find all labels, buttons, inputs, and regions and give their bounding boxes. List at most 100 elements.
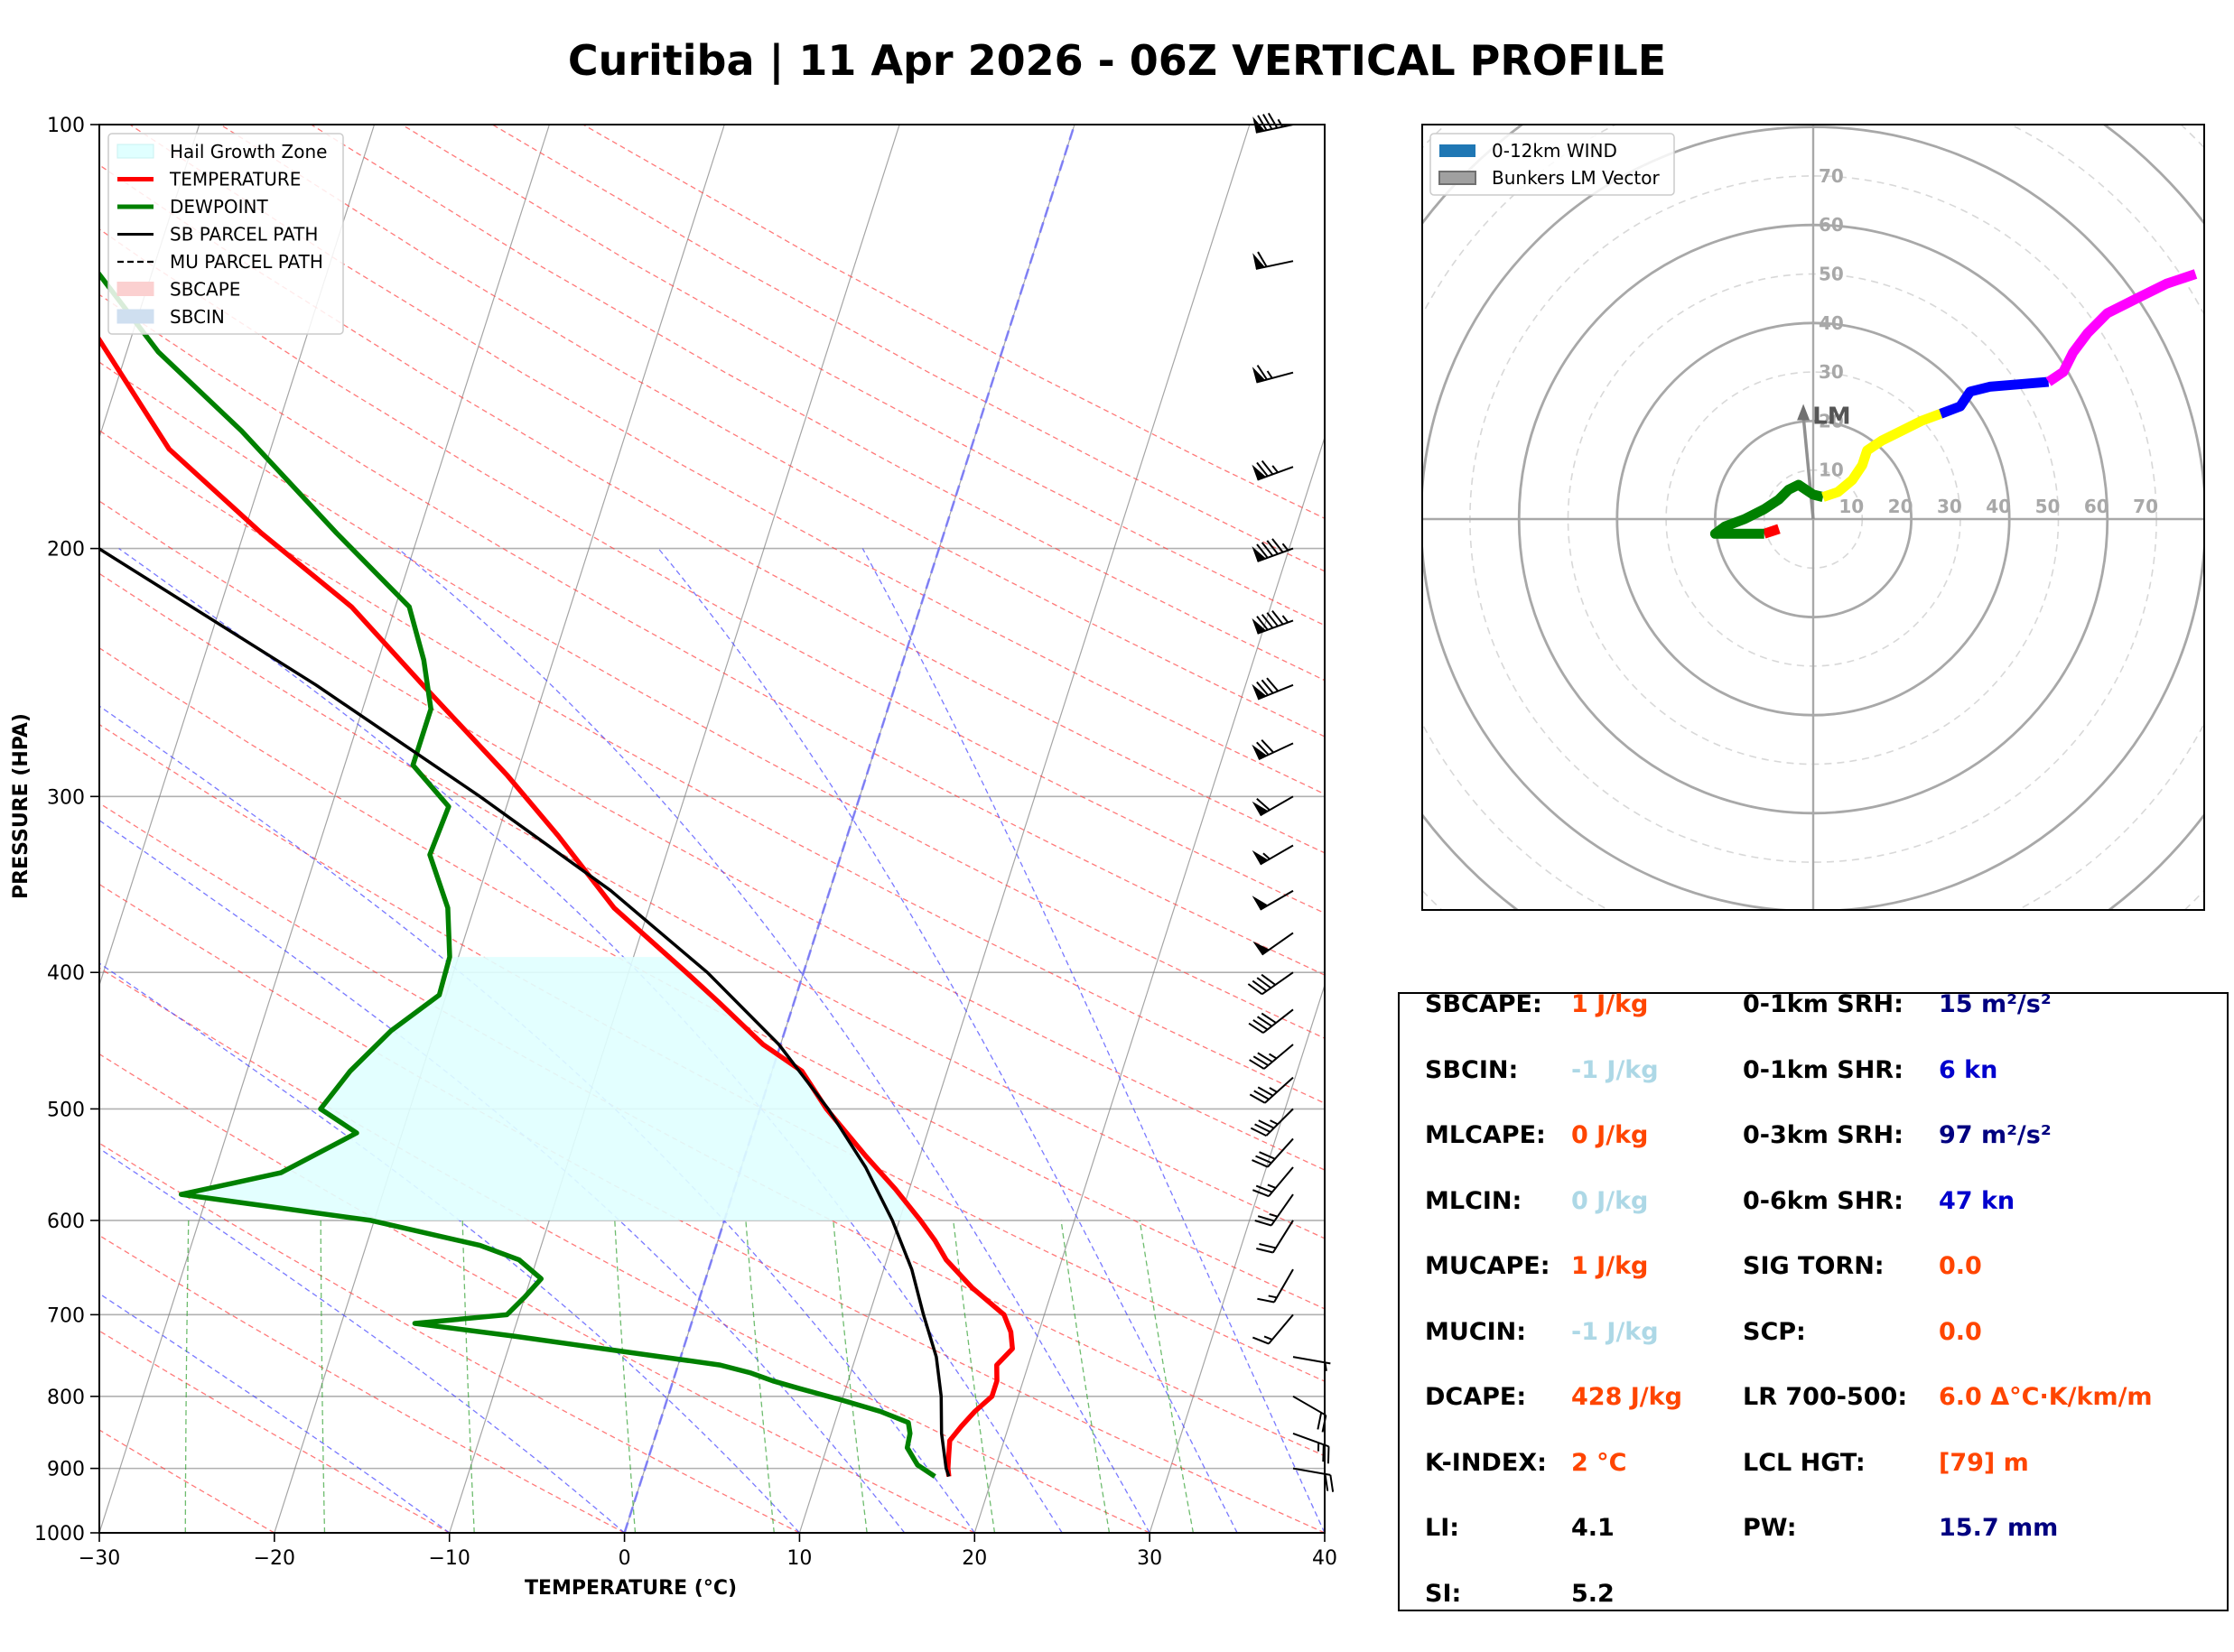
wind-barb-full (1267, 112, 1279, 129)
stat-value: 0 J/kg (1571, 1121, 1649, 1149)
wind-barb-flag (1252, 744, 1267, 760)
wind-barb-full (1255, 1155, 1272, 1165)
mixing-ratio-line (614, 1220, 637, 1533)
wind-barb-full (1252, 1336, 1270, 1345)
wind-barb (1252, 1313, 1294, 1345)
mixing-ratio-line (745, 1220, 775, 1533)
wind-barb-staff (1265, 1108, 1294, 1137)
wind-barb-full (1256, 1016, 1272, 1027)
wind-barb-full (1259, 1151, 1276, 1160)
wind-barb-full (1250, 1127, 1267, 1137)
isotherm-line (798, 125, 1251, 1533)
stat-value: 4.1 (1571, 1514, 1615, 1542)
stat-label: MUCAPE: (1425, 1252, 1550, 1280)
wind-barb-staff (1263, 1044, 1294, 1070)
stat-value: -1 J/kg (1571, 1317, 1659, 1346)
wind-barb-full (1248, 1022, 1264, 1034)
wind-barb-staff (1264, 1076, 1294, 1104)
wind-barb-full (1261, 739, 1274, 754)
wind-barb-half (1262, 852, 1271, 860)
bunkers-lm-vector (1801, 416, 1815, 520)
wind-barb-flag (1252, 849, 1269, 865)
wind-barb-full (1256, 681, 1269, 696)
wind-barb-full (1329, 1474, 1335, 1492)
isotherm-line (274, 125, 725, 1533)
wind-barb-full (1252, 1055, 1269, 1067)
wind-barb (1292, 1432, 1330, 1464)
y-tick-label: 200 (47, 539, 85, 561)
wind-barb (1252, 1137, 1294, 1168)
wind-barb-flag (1252, 617, 1266, 634)
stat-label: 0-6km SHR: (1743, 1186, 1904, 1215)
legend-label: TEMPERATURE (169, 169, 301, 190)
wind-barb-full (1261, 679, 1274, 694)
stat-label: MLCIN: (1425, 1186, 1522, 1215)
hodograph-legend-label: Bunkers LM Vector (1492, 167, 1661, 189)
mixing-ratio-line (1139, 1220, 1195, 1533)
moist-adiabat-line (657, 548, 1238, 1533)
skew-t-axes: −30 −20 −10 0 10 20 30 40 100 200 300 400 500 600 700 8… (10, 115, 1337, 1600)
isotherm-line (99, 125, 200, 440)
hodograph-chart: 10 10 20 20 30 30 40 40 50 50 60 60 70 70 LM 0-12km WIN… (1421, 124, 2205, 911)
wind-barb-half (1269, 1087, 1278, 1093)
x-tick-label: 40 (1312, 1547, 1337, 1570)
wind-barb-half (1267, 1183, 1277, 1189)
wind-barb-staff (1261, 932, 1294, 956)
chart-title: Curitiba | 11 Apr 2026 - 06Z VERTICAL PR… (567, 36, 1667, 85)
wind-barb (1292, 1395, 1327, 1433)
wind-barb-full (1259, 1243, 1277, 1249)
wind-barb-full (1254, 1123, 1271, 1133)
hodograph-ring-label-v: 60 (1819, 214, 1844, 236)
wind-barb (1252, 844, 1294, 866)
stat-value: -1 J/kg (1571, 1055, 1659, 1084)
wind-barb-full (1255, 1184, 1273, 1193)
wind-barb-full (1261, 973, 1276, 986)
hodograph-trace-segment (1762, 524, 1781, 539)
skew-t-background-lines (99, 125, 1325, 1533)
y-tick-label: 100 (47, 115, 85, 137)
stat-label: MLCAPE: (1425, 1121, 1546, 1149)
wind-barb-staff (1271, 1220, 1294, 1254)
wind-barb-half (1270, 1119, 1279, 1126)
hodograph-legend-box (1429, 133, 1675, 196)
stat-value: 97 m²/s² (1939, 1121, 2052, 1149)
wind-barb-full (1256, 461, 1269, 478)
wind-barb-full (1321, 1415, 1327, 1433)
y-tick-label: 900 (47, 1459, 85, 1481)
y-tick-label: 300 (47, 786, 85, 809)
dry-adiabat-line (99, 647, 1325, 1310)
wind-barb-staff (1268, 1166, 1294, 1197)
wind-barb-staff (1273, 1268, 1294, 1304)
y-tick-label: 500 (47, 1099, 85, 1121)
wind-barb (1252, 610, 1294, 635)
isotherm-line (973, 435, 1325, 1533)
wind-barb-staff (1292, 1356, 1331, 1365)
x-tick-label: −20 (254, 1547, 295, 1570)
bunkers-lm-arrowhead (1797, 404, 1810, 421)
mixing-ratio-line (461, 1220, 475, 1533)
stat-label: SBCIN: (1425, 1055, 1519, 1084)
skew-t-series (99, 270, 1015, 1479)
wind-barb-staff (1260, 889, 1294, 911)
dry-adiabat-line (99, 164, 1325, 854)
wind-barb (1250, 1108, 1294, 1137)
stat-label: SBCAPE: (1425, 990, 1542, 1018)
hodograph-ring-label-v: 30 (1819, 361, 1844, 383)
wind-barb-half (1268, 1295, 1278, 1299)
legend-label: SBCIN (170, 306, 225, 328)
wind-barb-half (1269, 1212, 1279, 1218)
isotherm-line (99, 125, 376, 988)
legend-swatch (116, 144, 154, 159)
x-tick-label: 20 (962, 1547, 987, 1570)
y-tick-label: 700 (47, 1304, 85, 1327)
x-axis-label: TEMPERATURE (°C) (525, 1577, 737, 1600)
hodograph-plot-area: 10 10 20 20 30 30 40 40 50 50 60 60 70 70 LM (1422, 125, 2204, 910)
wind-barb-flag (1252, 801, 1269, 816)
stat-value: 6.0 Δ°C·K/km/m (1939, 1383, 2153, 1411)
wind-barb-full (1249, 1059, 1265, 1070)
stat-label: DCAPE: (1425, 1383, 1527, 1411)
dry-adiabat-line (129, 125, 1325, 795)
wind-barb-flag (1252, 683, 1267, 700)
stat-label: PW: (1743, 1514, 1797, 1542)
